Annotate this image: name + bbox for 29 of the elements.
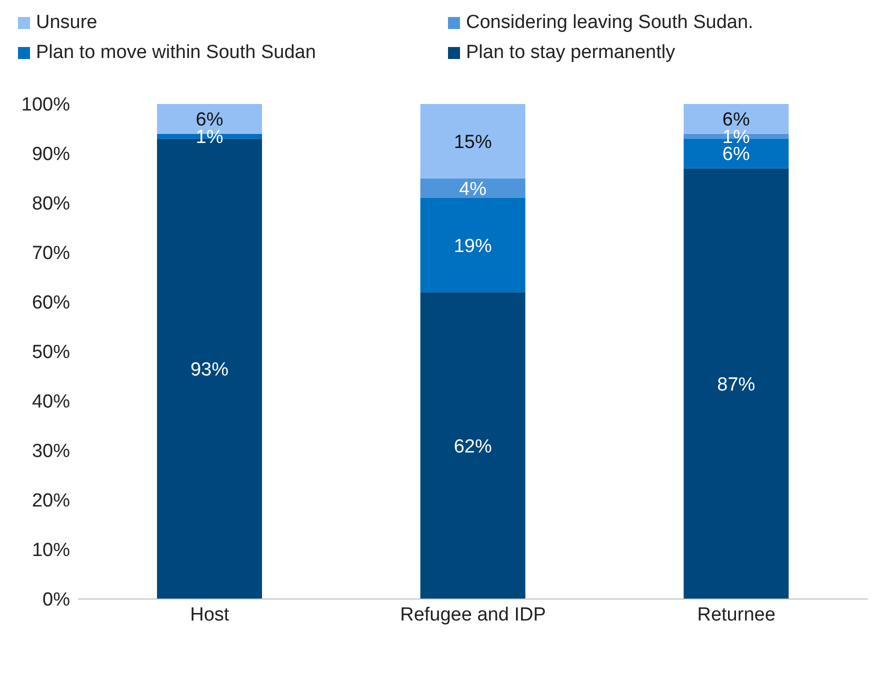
x-tick-label: Host <box>190 604 230 626</box>
y-tick-label: 80% <box>32 194 70 215</box>
x-tick-label: Returnee <box>697 604 776 626</box>
data-label: 87% <box>717 374 756 396</box>
legend-label: Plan to stay permanently <box>466 42 676 64</box>
y-tick-label: 100% <box>21 94 70 116</box>
y-tick-label: 70% <box>32 243 70 264</box>
y-tick-label: 30% <box>32 441 70 462</box>
legend-label: Unsure <box>36 12 98 34</box>
bar <box>420 292 526 599</box>
bar <box>684 168 789 599</box>
legend-label: Considering leaving South Sudan. <box>466 12 754 34</box>
data-label: 15% <box>454 132 492 153</box>
data-label: 62% <box>454 436 492 458</box>
data-label: 93% <box>190 360 229 381</box>
data-label: 19% <box>454 236 492 257</box>
y-tick-label: 90% <box>32 144 70 166</box>
data-label: 4% <box>459 178 487 200</box>
legend-label: Plan to move within South Sudan <box>36 42 316 64</box>
bar <box>420 198 526 292</box>
x-tick-label: Refugee and IDP <box>400 604 546 626</box>
y-tick-label: 20% <box>32 490 70 512</box>
y-tick-label: 40% <box>32 392 70 413</box>
y-tick-label: 10% <box>32 540 70 562</box>
y-tick-label: 50% <box>32 342 70 364</box>
bar <box>420 104 526 178</box>
y-tick-label: 0% <box>42 590 70 611</box>
y-tick-label: 60% <box>32 292 70 314</box>
bar <box>420 178 526 198</box>
